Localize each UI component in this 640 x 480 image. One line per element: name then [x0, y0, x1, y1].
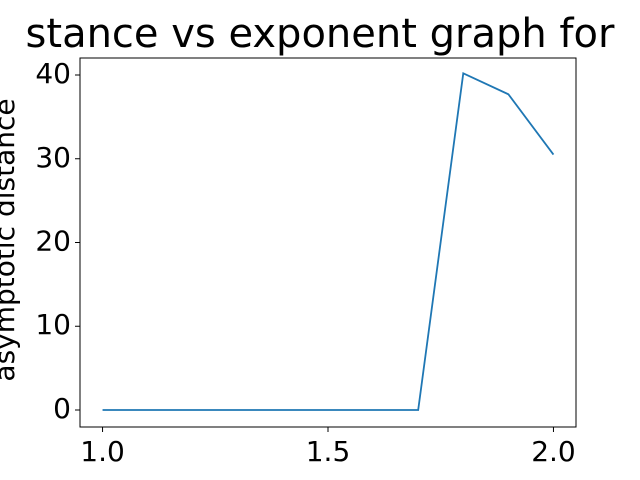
x-tick-label: 1.5: [306, 435, 351, 468]
y-tick-label: 20: [35, 225, 71, 258]
axes-frame: [79, 57, 577, 428]
chart-title: stance vs exponent graph for: [26, 11, 615, 57]
x-tick-label: 2.0: [531, 435, 576, 468]
y-tick-label: 0: [53, 392, 71, 425]
line: [102, 71, 555, 411]
y-tick-label: 30: [35, 141, 71, 174]
x-tick-label: 1.0: [80, 435, 125, 468]
y-axis-label: asymptotic distance: [0, 98, 21, 381]
y-tick-label: 10: [35, 308, 71, 341]
y-tick-label: 40: [35, 57, 71, 90]
